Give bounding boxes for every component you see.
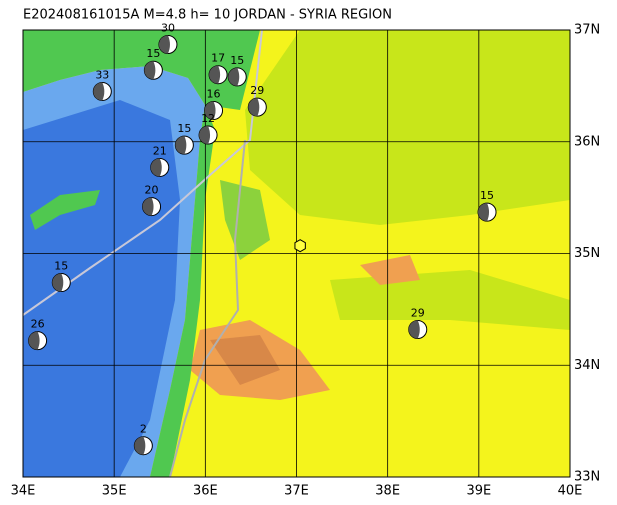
beachball-quadrant [175,136,187,155]
depth-label: 30 [161,22,175,35]
beachball [92,81,112,101]
beachball [247,97,267,117]
beachball [477,202,497,222]
beachball-quadrant [134,436,146,455]
beachball [142,197,162,217]
depth-label: 33 [95,68,109,81]
beachball [133,436,153,456]
beachball [408,319,428,339]
x-tick-label: 37E [284,484,309,499]
x-tick-label: 35E [102,484,127,499]
beachball [158,35,178,55]
depth-label: 21 [153,144,167,157]
beachball-quadrant [478,203,490,222]
depth-label: 15 [177,122,191,135]
beachball [150,157,170,177]
beachball-quadrant [142,197,154,216]
beachball [143,60,163,80]
beachball-quadrant [93,82,105,101]
depth-label: 15 [230,54,244,67]
beachball-quadrant [408,320,420,339]
beachball [208,65,228,85]
beachball [174,135,194,155]
depth-label: 15 [480,189,494,202]
y-tick-label: 36N [574,134,600,149]
depth-label: 26 [31,318,45,331]
beachball [28,331,48,351]
beachball-quadrant [209,65,221,84]
beachball-quadrant [228,67,240,86]
depth-label: 17 [211,52,225,65]
x-tick-label: 36E [193,484,218,499]
beachball-quadrant [28,331,40,350]
beachball-quadrant [204,101,216,120]
beachball-quadrant [52,273,64,292]
beachball-quadrant [248,98,260,117]
beachball [204,100,224,120]
x-tick-label: 34E [11,484,36,499]
beachball-quadrant [199,126,211,145]
epicenter [294,239,306,253]
beachball-quadrant [158,35,170,54]
beachball-quadrant [150,158,162,177]
depth-label: 29 [250,84,264,97]
y-tick-label: 33N [574,470,600,485]
x-tick-label: 40E [558,484,583,499]
depth-label: 15 [146,47,160,60]
beachball [198,125,218,145]
depth-label: 2 [140,423,147,436]
x-tick-label: 39E [466,484,491,499]
x-tick-label: 38E [375,484,400,499]
beachball [51,273,71,293]
depth-label: 15 [54,260,68,273]
map-title: E202408161015A M=4.8 h= 10 JORDAN - SYRI… [23,8,392,23]
y-tick-label: 34N [574,358,600,373]
depth-label: 16 [207,87,221,100]
depth-label: 29 [411,306,425,319]
beachball-quadrant [144,61,156,80]
y-tick-label: 35N [574,246,600,261]
beachball [227,67,247,87]
depth-label: 20 [145,184,159,197]
y-tick-label: 37N [574,23,600,38]
depth-label: 12 [201,112,215,125]
